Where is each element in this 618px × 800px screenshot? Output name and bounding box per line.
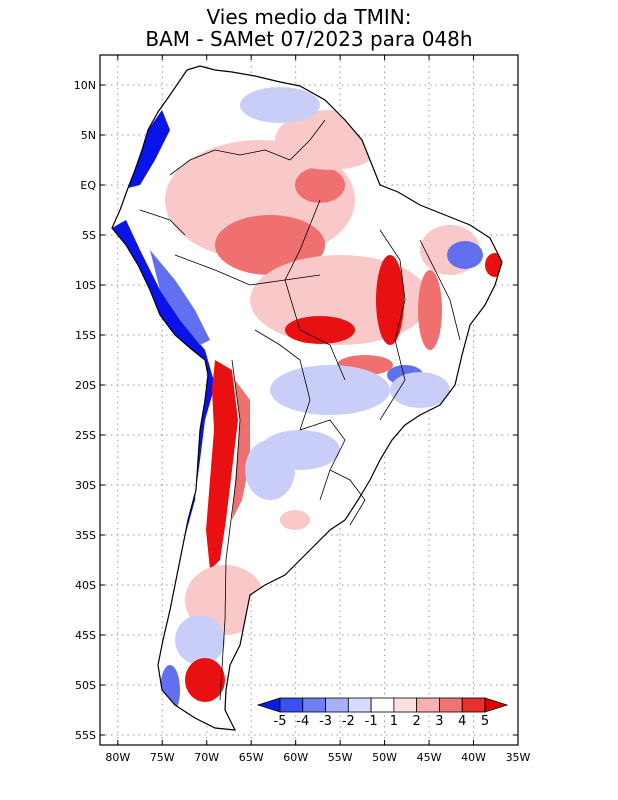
bias-patch-colombia-andes-cool [128,110,170,188]
lat-label: 55S [75,729,96,742]
colorbar: -5 -4 -3 -2 -1 1 2 3 4 5 [256,696,509,729]
bias-patch-mato-grosso-strong [285,316,355,344]
colorbar-label: -2 [342,714,355,729]
lon-label: 40W [461,751,486,764]
colorbar-box [347,697,372,713]
lat-label: 30S [75,479,96,492]
bias-patch-guiana-warm [295,167,345,203]
lat-label: 50S [75,679,96,692]
border-brazil-east [419,239,461,341]
border-northern [169,119,326,176]
border-bolivia [284,199,346,381]
bias-patch-pampa-warm [280,510,310,530]
coastline [111,65,503,731]
bias-field [112,87,502,715]
bias-patch-andes-warm-mid [232,380,250,520]
colorbar-label: -3 [319,714,332,729]
lat-label: 35S [75,529,96,542]
lat-label: 20S [75,379,96,392]
colorbar-box [416,697,440,713]
colorbar-box [439,697,463,713]
border-paraguay-argentina [299,419,346,501]
lon-label: 35W [506,751,531,764]
map-frame [99,54,519,746]
lat-label: 10N [74,79,96,92]
axis-ticks: 10N 5N EQ 5S 10S 15S 20S 25S 30S 35S 40S 45S 50S 55S 8… [74,55,531,764]
lat-label: EQ [80,179,96,192]
border-chile-argentina [219,359,241,701]
colorbar-arrow-high [484,697,509,713]
colorbar-box [370,697,395,713]
bias-patch-south-patagonia-warm [185,658,225,702]
lat-label: 45S [75,629,96,642]
lat-label: 25S [75,429,96,442]
lat-label: 15S [75,329,96,342]
bias-patch-southeast-cool [390,372,450,408]
border-peru-brazil [174,254,321,286]
border-bolivia-south [254,329,311,431]
border-uruguay [329,469,366,526]
lat-label: 40S [75,579,96,592]
colorbar-box [302,697,326,713]
colorbar-label: 2 [413,714,421,729]
country-borders [139,119,461,701]
bias-patch-andes-warm-strong [206,360,238,570]
colorbar-box [393,697,418,713]
border-ecuador [139,209,186,236]
bias-patch-patagonia-cool [175,615,225,665]
bias-patch-caribbean-cool [240,87,320,123]
colorbar-box [325,697,349,713]
lon-label: 55W [328,751,353,764]
colorbar-label: -1 [365,714,378,729]
border-brazil-states [379,229,406,421]
colorbar-label: 1 [390,714,398,729]
bias-patch-cuyo-cool [245,440,295,500]
lon-label: 75W [150,751,175,764]
colorbar-label: -5 [274,714,287,729]
lat-label: 5N [81,129,96,142]
title-line-1: Vies medio da TMIN: [207,5,412,29]
lon-label: 80W [105,751,130,764]
lon-label: 70W [194,751,219,764]
lon-label: 50W [372,751,397,764]
bias-patch-northeast-cool [447,241,483,269]
colorbar-label: 3 [435,714,443,729]
bias-patch-tocantins-strong [376,255,404,345]
lat-label: 10S [75,279,96,292]
bias-patch-amazon-core [215,215,325,275]
bias-patch-parana-cool [270,365,390,415]
lon-label: 60W [283,751,308,764]
lon-label: 45W [417,751,442,764]
lat-label: 5S [82,229,96,242]
colorbar-label: 4 [458,714,466,729]
colorbar-box [279,697,304,713]
title-line-2: BAM - SAMet 07/2023 para 048h [145,27,472,51]
bias-patch-peru-andes-cool [150,250,210,345]
lon-label: 65W [239,751,264,764]
colorbar-label: -4 [296,714,309,729]
bias-patch-bahia-warm [418,270,442,350]
colorbar-box [461,697,486,713]
colorbar-label: 5 [481,714,489,729]
